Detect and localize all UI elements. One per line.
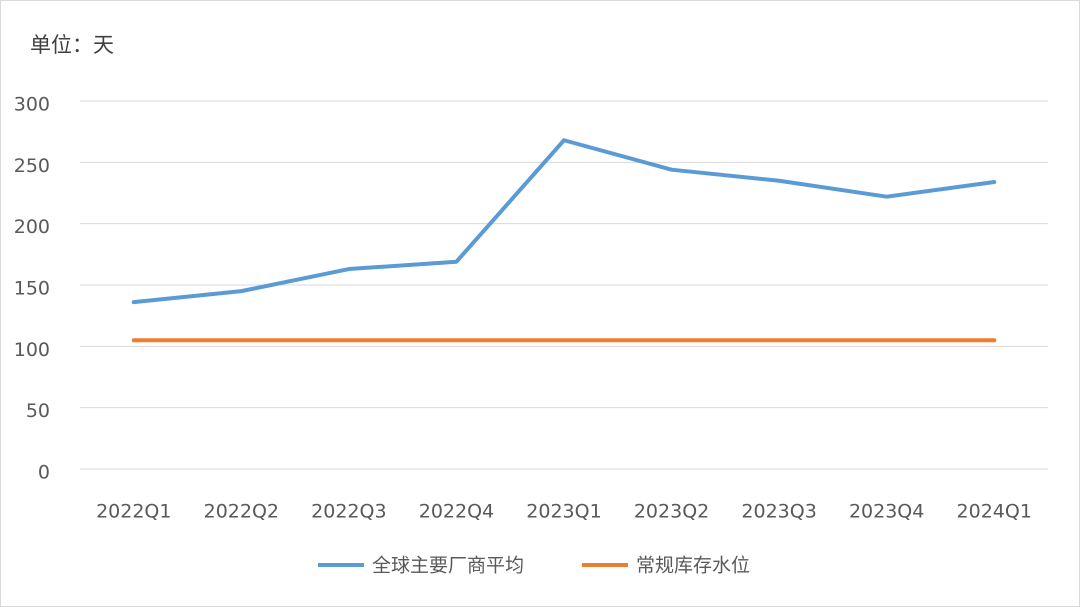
y-tick-label: 250 [14,155,50,177]
x-tick-label: 2022Q4 [419,501,494,523]
y-tick-label: 300 [14,94,50,116]
x-tick-label: 2023Q3 [741,501,816,523]
y-tick-label: 50 [26,400,50,422]
unit-label: 单位：天 [30,33,114,57]
x-tick-label: 2022Q3 [311,501,386,523]
series-line [131,138,997,305]
x-tick-label: 2022Q2 [204,501,279,523]
y-tick-label: 150 [14,278,50,300]
x-tick-label: 2023Q2 [634,501,709,523]
y-tick-label: 0 [38,462,50,484]
y-tick-label: 200 [14,216,50,238]
legend-label: 常规库存水位 [636,555,750,577]
x-tick-label: 2024Q1 [957,501,1032,523]
x-tick-label: 2022Q1 [96,501,171,523]
x-tick-label: 2023Q4 [849,501,924,523]
y-tick-label: 100 [14,339,50,361]
x-tick-label: 2023Q1 [526,501,601,523]
legend-label: 全球主要厂商平均 [372,555,524,577]
